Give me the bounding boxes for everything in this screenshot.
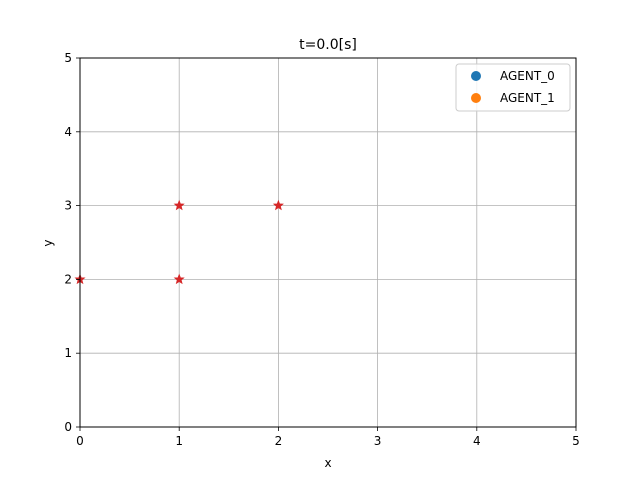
y-tick-label-1: 1 [64, 346, 72, 360]
x-tick-label-3: 3 [374, 434, 382, 448]
star-marker-3 [272, 199, 284, 211]
axes-frame [79, 57, 577, 428]
star-marker-2 [173, 199, 185, 211]
y-tick-label-3: 3 [64, 199, 72, 213]
y-tick-label-2: 2 [64, 272, 72, 286]
plot-area [80, 58, 576, 427]
legend-label-1: AGENT_1 [500, 91, 555, 105]
legend-box [455, 63, 571, 112]
legend: AGENT_0 AGENT_1 [455, 63, 571, 112]
legend-label-0: AGENT_0 [500, 69, 555, 83]
y-axis-label: y [41, 239, 55, 246]
x-tick-label-1: 1 [175, 434, 183, 448]
grid [79, 57, 577, 428]
x-tick-label-5: 5 [572, 434, 580, 448]
ticks: 0 1 2 3 4 5 0 1 2 3 4 5 [64, 51, 579, 448]
y-tick-label-5: 5 [64, 51, 72, 65]
chart-title: t=0.0[s] [299, 37, 357, 53]
legend-marker-1 [471, 93, 481, 103]
y-tick-label-0: 0 [64, 420, 72, 434]
x-axis-label: x [324, 456, 331, 470]
y-tick-label-4: 4 [64, 125, 72, 139]
x-tick-label-4: 4 [473, 434, 481, 448]
legend-items: AGENT_0 AGENT_1 [471, 69, 555, 105]
legend-marker-0 [471, 71, 481, 81]
x-tick-label-2: 2 [275, 434, 283, 448]
star-marker-1 [173, 273, 185, 285]
x-tick-label-0: 0 [76, 434, 84, 448]
